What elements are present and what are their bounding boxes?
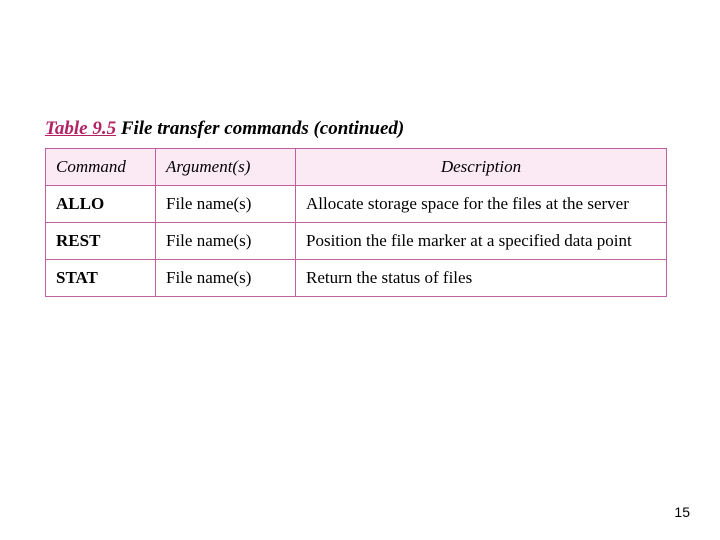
- cell-description: Position the file marker at a specified …: [296, 223, 667, 260]
- col-header-description: Description: [296, 149, 667, 186]
- table-row: ALLO File name(s) Allocate storage space…: [46, 186, 667, 223]
- table-header-row: Command Argument(s) Description: [46, 149, 667, 186]
- cell-command: REST: [46, 223, 156, 260]
- cell-argument: File name(s): [156, 186, 296, 223]
- caption-title: File transfer commands (continued): [116, 118, 404, 139]
- col-header-command: Command: [46, 149, 156, 186]
- page-number: 15: [674, 504, 690, 520]
- cell-description: Allocate storage space for the files at …: [296, 186, 667, 223]
- col-header-argument: Argument(s): [156, 149, 296, 186]
- table-caption: Table 9.5 File transfer commands (contin…: [45, 118, 404, 140]
- cell-argument: File name(s): [156, 260, 296, 297]
- commands-table: Command Argument(s) Description ALLO Fil…: [45, 148, 667, 297]
- cell-command: STAT: [46, 260, 156, 297]
- table-row: REST File name(s) Position the file mark…: [46, 223, 667, 260]
- caption-label: Table 9.5: [45, 118, 116, 139]
- table-row: STAT File name(s) Return the status of f…: [46, 260, 667, 297]
- cell-description: Return the status of files: [296, 260, 667, 297]
- cell-argument: File name(s): [156, 223, 296, 260]
- cell-command: ALLO: [46, 186, 156, 223]
